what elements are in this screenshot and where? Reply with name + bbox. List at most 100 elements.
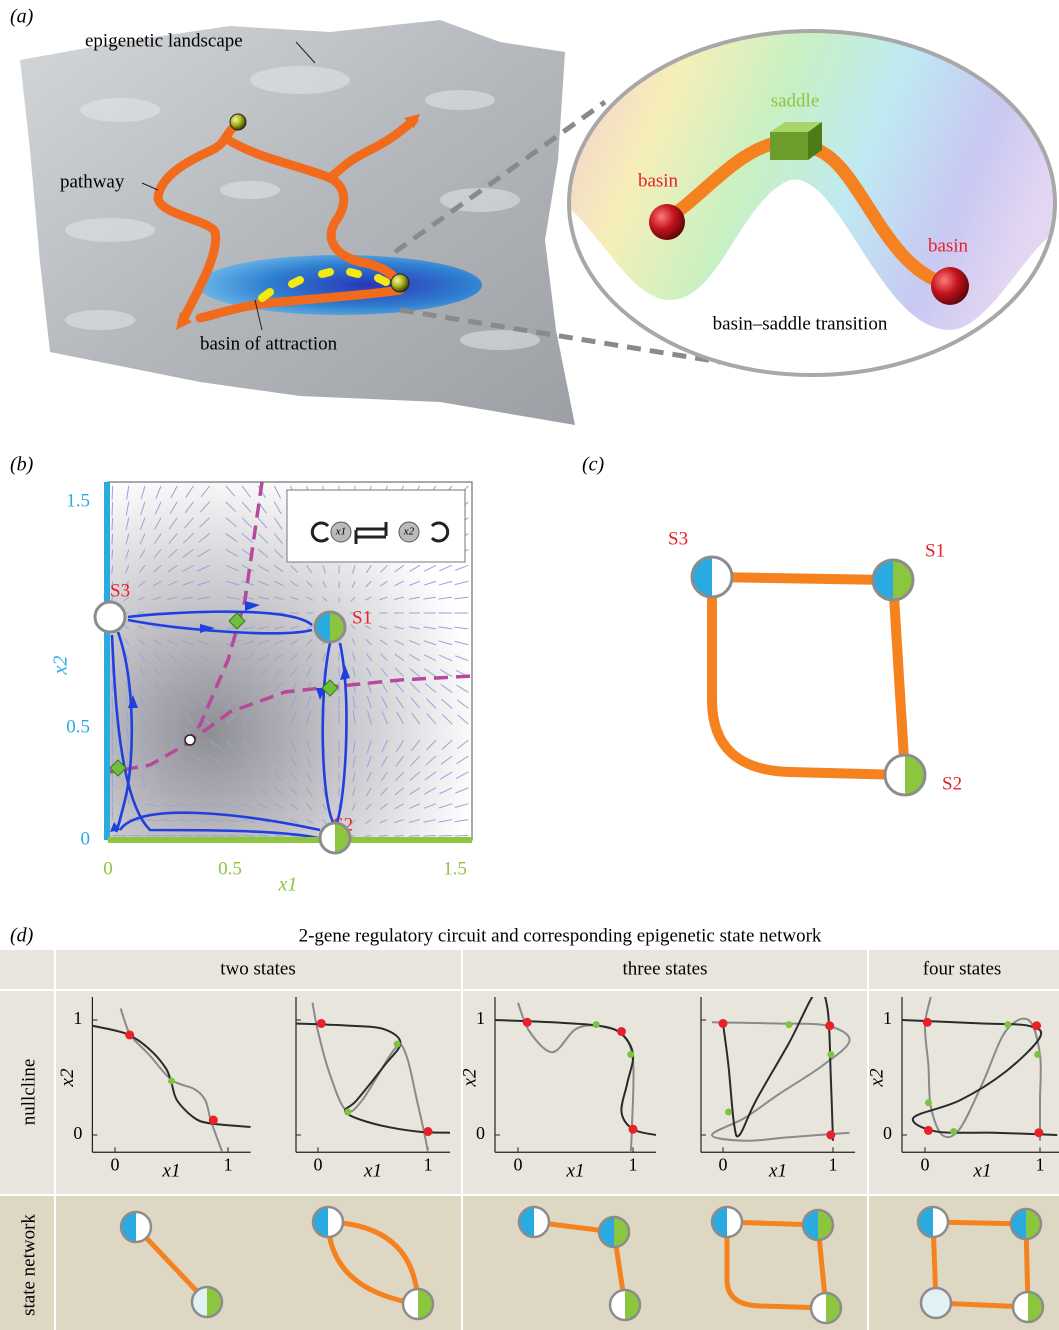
field-arrow <box>438 835 452 836</box>
y-axis-label: x2 <box>459 1068 480 1087</box>
figure: (a) epigenetic landscape pathway basin o… <box>0 0 1059 1330</box>
node-right <box>893 560 913 600</box>
field-arrow <box>274 835 284 836</box>
stable-point <box>924 1126 933 1135</box>
state-node <box>121 1212 151 1242</box>
saddle-point <box>168 1077 175 1084</box>
annotation: saddle <box>771 90 820 111</box>
stable-point <box>523 1018 532 1027</box>
state-node <box>1013 1292 1043 1322</box>
panel-a: (a) epigenetic landscape pathway basin o… <box>10 6 1059 425</box>
field-arrow <box>112 502 113 516</box>
ball <box>391 274 409 292</box>
stable-point <box>1034 1128 1043 1137</box>
panel-label: (a) <box>10 6 34 28</box>
saddle-point <box>950 1128 957 1135</box>
x-axis-label: x1 <box>566 1161 585 1182</box>
x-tick-label: 1 <box>629 1154 638 1174</box>
x-tick-label: 0 <box>514 1154 523 1174</box>
node-left <box>692 557 712 597</box>
panel-c: (c) S3 S1 S2 <box>582 454 962 795</box>
basin-ball <box>931 267 969 305</box>
state-node <box>811 1293 841 1323</box>
state-node <box>712 1207 742 1237</box>
x-tick-label: 0 <box>921 1154 930 1174</box>
column-header: four states <box>923 958 1002 979</box>
field-arrow <box>258 835 269 836</box>
state-node <box>403 1289 433 1319</box>
field-arrow <box>112 696 113 708</box>
saddle-point <box>1004 1021 1011 1028</box>
state-label: S1 <box>352 607 372 628</box>
state-node <box>599 1217 629 1247</box>
node-left <box>95 602 110 632</box>
y-tick-label: 0 <box>883 1123 892 1143</box>
state-node <box>918 1207 948 1237</box>
x-tick-label: 0 <box>103 858 113 879</box>
panel-label: (d) <box>10 925 34 947</box>
state-label: S3 <box>110 580 130 601</box>
x-tick-label: 0.5 <box>218 858 242 879</box>
unstable-point <box>185 735 195 745</box>
field-arrow <box>112 534 113 545</box>
column-header: three states <box>623 958 708 979</box>
field-arrow <box>409 835 420 836</box>
state-node <box>692 557 732 597</box>
stable-point <box>617 1027 626 1036</box>
state-node <box>313 1207 343 1237</box>
saddle-point <box>344 1109 351 1116</box>
state-node <box>192 1287 222 1317</box>
x-axis-label: x1 <box>768 1161 787 1182</box>
basin-ball <box>649 204 685 240</box>
panel-b: (b) x1 x2 0 0.5 1.5 1.5 0.5 0 x1 x2 S1 S… <box>10 454 472 896</box>
saddle-point <box>593 1021 600 1028</box>
y-tick-label: 1 <box>73 1008 82 1028</box>
x-tick-label: 0 <box>314 1154 323 1174</box>
field-arrow <box>112 549 113 559</box>
saddle-point <box>925 1099 932 1106</box>
stable-point <box>209 1116 218 1125</box>
column-header: two states <box>220 958 295 979</box>
annotation: basin <box>638 170 679 191</box>
field-arrow <box>112 681 113 692</box>
y-tick-label: 1 <box>883 1008 892 1028</box>
field-arrow <box>424 835 436 836</box>
gene-label: x2 <box>403 526 415 538</box>
state-node <box>803 1210 833 1240</box>
field-arrow <box>242 835 254 836</box>
node-left <box>885 755 905 795</box>
y-axis-label: x2 <box>50 656 72 676</box>
state-label: S1 <box>925 540 945 561</box>
x-tick-label: 1.5 <box>443 858 467 879</box>
panel-label: (c) <box>582 454 605 476</box>
state-node <box>95 602 125 632</box>
state-node <box>885 755 925 795</box>
y-axis-label: x2 <box>866 1068 887 1087</box>
panel-d: (d) 2-gene regulatory circuit and corres… <box>0 925 1059 1330</box>
x-axis-label: x1 <box>363 1161 382 1182</box>
stable-point <box>826 1131 835 1140</box>
stable-point <box>825 1021 834 1030</box>
node-right <box>712 557 732 597</box>
state-label: S2 <box>942 773 962 794</box>
y-tick-label: 0 <box>73 1123 82 1143</box>
panel-label: (b) <box>10 454 34 476</box>
row-header: nullcline <box>18 1059 39 1125</box>
stable-point <box>719 1019 728 1028</box>
x2-axis-bar <box>104 482 110 840</box>
x-axis-label: x1 <box>973 1161 992 1182</box>
state-label: S3 <box>668 528 688 549</box>
saddle-point <box>725 1109 732 1116</box>
annotation: epigenetic landscape <box>85 30 243 51</box>
saddle-point <box>394 1041 401 1048</box>
state-edges <box>712 577 905 775</box>
y-axis-label: x2 <box>57 1068 78 1087</box>
saddle-point <box>786 1021 793 1028</box>
annotation: basin–saddle transition <box>713 313 888 334</box>
x-tick-label: 1 <box>424 1154 433 1174</box>
stable-point <box>629 1125 638 1134</box>
state-node <box>610 1290 640 1320</box>
x-axis-label: x1 <box>162 1161 181 1182</box>
annotation: basin of attraction <box>200 333 338 354</box>
y-tick-label: 0 <box>476 1123 485 1143</box>
